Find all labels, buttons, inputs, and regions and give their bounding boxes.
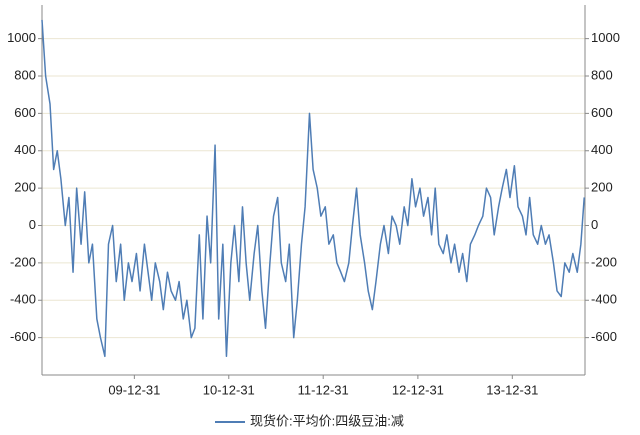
y-tick-label: 600 [14,105,36,120]
x-tick-label: 09-12-31 [108,382,160,397]
y2-tick-label: 1000 [591,30,620,45]
y-tick-label: 800 [14,67,36,82]
series-line [41,19,585,358]
x-tick-label: 13-12-31 [486,382,538,397]
x-tick-label: 11-12-31 [298,382,349,397]
x-tick-label: 10-12-31 [203,382,255,397]
x-tick-label: 12-12-31 [392,382,444,397]
y-tick-label: -200 [10,254,36,269]
y2-tick-label: 600 [591,105,613,120]
y-tick-label: 200 [14,180,36,195]
y2-tick-label: -600 [591,329,617,344]
y-tick-label: 0 [29,217,36,232]
y-tick-label: 400 [14,142,36,157]
y2-tick-label: 800 [591,67,613,82]
y2-tick-label: -200 [591,254,617,269]
y-tick-label: -600 [10,329,36,344]
legend-label: 现货价:平均价:四级豆油:减 [250,413,404,428]
y-tick-label: -400 [10,292,36,307]
y2-tick-label: 200 [591,180,613,195]
y2-tick-label: 400 [591,142,613,157]
y2-tick-label: 0 [591,217,598,232]
y2-tick-label: -400 [591,292,617,307]
y-tick-label: 1000 [7,30,36,45]
